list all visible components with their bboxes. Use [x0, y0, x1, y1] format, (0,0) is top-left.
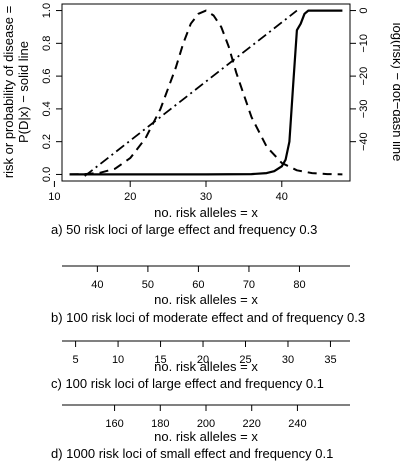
strip-tick-label: 70	[243, 279, 255, 291]
strip-tick-label: 40	[91, 279, 103, 291]
x-tick-label: 30	[200, 191, 212, 203]
y-tick-label-left: 0.4	[41, 101, 53, 116]
strip-tick-label: 80	[293, 279, 305, 291]
strip-d-ticks: 160 180 200 220 240	[105, 405, 307, 430]
y-tick-label-right: 0	[358, 7, 370, 13]
series-line-solid	[69, 9, 343, 176]
y-tick-label-left: 1.0	[41, 3, 53, 18]
strip-d-xlabel: no. risk alleles = x	[154, 429, 258, 444]
panel-a-caption: a) 50 risk loci of large effect and freq…	[51, 222, 317, 237]
strip-tick-label: 200	[197, 418, 215, 430]
strip-c: 5 10 15 20 25 30 35 no. risk alleles = x c) 10…	[51, 340, 350, 391]
strip-c-caption: c) 100 risk loci of large effect and fre…	[51, 376, 324, 391]
strip-b-xlabel: no. risk alleles = x	[154, 292, 258, 307]
y-axis-label-right: log(risk) − dot−dash line	[390, 23, 400, 162]
strip-tick-label: 10	[112, 354, 124, 366]
strip-tick-label: 20	[197, 354, 209, 366]
main-axis-ticks: 10 20 30 40 0.0 0.2 0.4 0.6 0.8 1.0 0 −10 −20 −30 −40	[41, 3, 370, 203]
strip-tick-label: 160	[105, 418, 123, 430]
y-axis-label-left-line1: risk or probability of disease =	[1, 6, 16, 178]
strip-b: 40 50 60 70 80 no. risk alleles = x b) 100 r…	[51, 265, 365, 325]
x-tick-label: 40	[276, 191, 288, 203]
strip-d-caption: d) 1000 risk loci of small effect and fr…	[51, 446, 333, 461]
strip-b-caption: b) 100 risk loci of moderate effect and …	[51, 310, 365, 325]
y-tick-label-right: −20	[358, 67, 370, 86]
main-panel: 10 20 30 400.00.20.40.60.81.0 0−10−20−30−40 …	[1, 3, 400, 237]
strip-c-ticks: 5 10 15 20 25 30 35	[73, 341, 337, 366]
series-line-dash	[69, 9, 343, 176]
strip-tick-label: 30	[282, 354, 294, 366]
x-tick-label: 10	[48, 191, 60, 203]
x-axis-label: no. risk alleles = x	[154, 205, 258, 220]
y-tick-label-right: −10	[358, 34, 370, 53]
y-tick-label-left: 0.6	[41, 68, 53, 83]
series-line-dotdash	[84, 9, 298, 177]
strip-d: 160 180 200 220 240 no. risk alleles = x d) …	[51, 404, 350, 461]
strip-tick-label: 180	[151, 418, 169, 430]
y-tick-label-left: 0.0	[41, 167, 53, 182]
strip-tick-label: 15	[154, 354, 166, 366]
y-tick-label-right: −40	[358, 132, 370, 151]
strip-tick-label: 240	[288, 418, 306, 430]
main-series	[69, 9, 343, 177]
strip-tick-label: 25	[239, 354, 251, 366]
strip-c-xlabel: no. risk alleles = x	[154, 359, 258, 374]
x-tick-label: 20	[124, 191, 136, 203]
y-tick-label-left: 0.8	[41, 36, 53, 51]
strip-tick-label: 60	[192, 279, 204, 291]
strip-tick-label: 50	[142, 279, 154, 291]
y-tick-label-right: −30	[358, 100, 370, 119]
strip-b-ticks: 40 50 60 70 80	[91, 266, 306, 291]
y-tick-label-left: 0.2	[41, 134, 53, 149]
strip-tick-label: 35	[324, 354, 336, 366]
y-axis-label-left-line2: P(D|x) − solid line	[16, 41, 31, 143]
strip-tick-label: 220	[243, 418, 261, 430]
strip-tick-label: 5	[73, 354, 79, 366]
plot-frame	[61, 3, 351, 182]
